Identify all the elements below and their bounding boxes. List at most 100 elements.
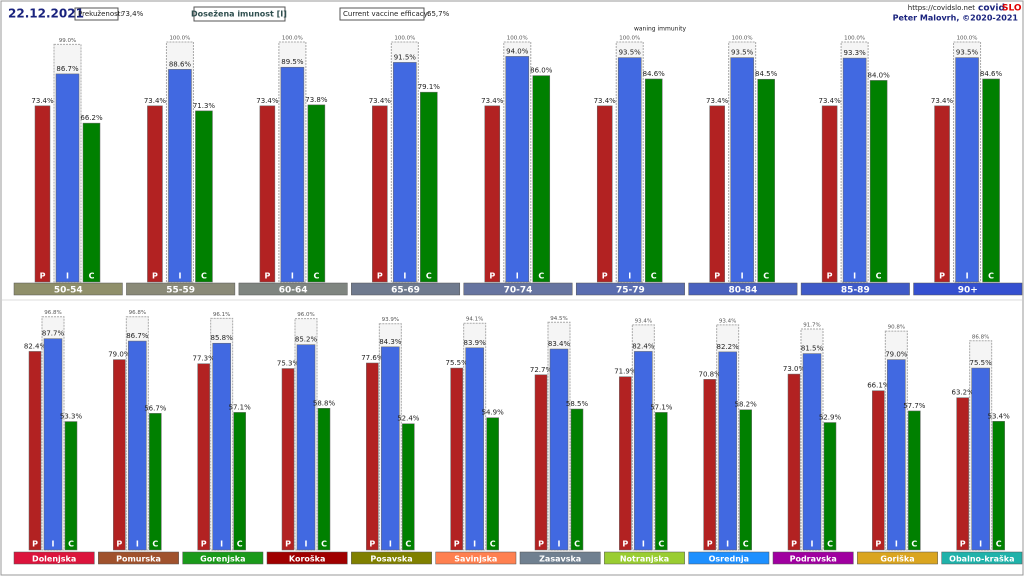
bar-letter: C (574, 540, 580, 549)
bar (718, 351, 737, 551)
value-label: 84.6% (643, 70, 666, 78)
value-label: 85.8% (211, 334, 234, 342)
ceiling-label: 86.8% (972, 334, 989, 340)
bar (64, 421, 78, 551)
category-box (351, 282, 461, 296)
value-label: 70.8% (699, 370, 722, 378)
ceiling-label: 96.8% (44, 310, 61, 316)
bar (872, 390, 885, 551)
bar-letter: I (811, 540, 814, 549)
category-label: Zasavska (539, 555, 581, 564)
ceiling-label: 93.9% (382, 317, 399, 323)
bar-letter: C (876, 272, 882, 281)
bar-letter: I (403, 272, 406, 281)
value-label: 66.1% (867, 382, 890, 390)
ceiling-label: 96.1% (213, 312, 230, 318)
bar (465, 347, 484, 551)
bar (393, 62, 417, 283)
bar-letter: I (66, 272, 69, 281)
category-box (688, 551, 770, 565)
category-box (463, 282, 573, 296)
value-label: 75.3% (277, 360, 300, 368)
ceiling-label: 93.4% (635, 318, 652, 324)
bar (934, 105, 950, 283)
category-label: Posavska (370, 555, 412, 564)
value-label: 82.2% (717, 343, 740, 351)
value-label: 85.2% (295, 336, 318, 344)
value-label: 57.1% (229, 403, 252, 411)
bar-letter: P (707, 540, 713, 549)
bar-letter: P (960, 540, 966, 549)
category-label: 80-84 (728, 286, 757, 296)
category-label: 70-74 (504, 286, 533, 296)
bar-letter: P (602, 272, 608, 281)
bar (307, 104, 326, 283)
category-box (913, 282, 1023, 296)
category-box (941, 551, 1023, 565)
bar (113, 359, 126, 551)
value-label: 57.7% (903, 402, 926, 410)
category-box (238, 282, 348, 296)
value-label: 66.2% (80, 114, 103, 122)
bar-letter: C (201, 272, 207, 281)
bar-letter: I (966, 272, 969, 281)
bar-letter: I (305, 540, 308, 549)
bar-letter: C (426, 272, 432, 281)
bar-letter: C (490, 540, 496, 549)
bar (212, 342, 231, 551)
bar (317, 408, 331, 551)
efficacy-value: 65,7% (427, 10, 450, 18)
value-label: 73.4% (481, 97, 504, 105)
bar (280, 66, 305, 283)
category-label: Koroška (289, 554, 325, 564)
bar (730, 57, 754, 283)
bar-letter: P (116, 540, 122, 549)
bar (982, 78, 1000, 283)
bar-letter: C (763, 272, 769, 281)
author: Peter Malovrh, ©2020-2021 (893, 14, 1019, 23)
bar-letter: P (369, 540, 375, 549)
bar (956, 397, 969, 551)
bar (992, 421, 1005, 551)
category-box (182, 551, 264, 565)
value-label: 56.7% (144, 404, 167, 412)
note: waning immunity (634, 26, 687, 33)
bar (197, 363, 210, 551)
category-label: 50-54 (54, 286, 83, 296)
value-label: 73.4% (369, 97, 392, 105)
bar-letter: P (827, 272, 833, 281)
ceiling-label: 99.0% (59, 38, 76, 44)
bar (381, 346, 400, 551)
bar-letter: P (454, 540, 460, 549)
ceiling-label: 100.0% (732, 36, 753, 42)
bar-letter: I (628, 272, 631, 281)
value-label: 93.5% (731, 49, 754, 57)
value-label: 63.2% (952, 389, 975, 397)
bar-letter: P (264, 272, 270, 281)
category-label: 60-64 (279, 286, 308, 296)
value-label: 73.4% (31, 97, 54, 105)
bar-letter: C (405, 540, 411, 549)
bar-letter: P (875, 540, 881, 549)
bar-letter: P (201, 540, 207, 549)
category-label: 75-79 (616, 286, 645, 296)
ceiling-label: 100.0% (169, 36, 190, 42)
bar-letter: P (939, 272, 945, 281)
value-label: 94.0% (506, 47, 529, 55)
bar (128, 340, 147, 551)
label-box (339, 7, 425, 21)
efficacy-label: Current vaccine efficacy: (343, 10, 430, 18)
bar-letter: I (558, 540, 561, 549)
value-label: 57.1% (650, 403, 673, 411)
bar (55, 73, 80, 283)
bar (149, 413, 162, 551)
bar (703, 379, 716, 551)
value-label: 58.8% (313, 399, 336, 407)
date: 22.12.2021 (8, 7, 84, 21)
value-label: 73.0% (783, 365, 806, 373)
bar (402, 423, 415, 551)
bar-letter: C (827, 540, 833, 549)
category-label: Notranjska (620, 555, 669, 564)
bar-letter: C (538, 272, 544, 281)
